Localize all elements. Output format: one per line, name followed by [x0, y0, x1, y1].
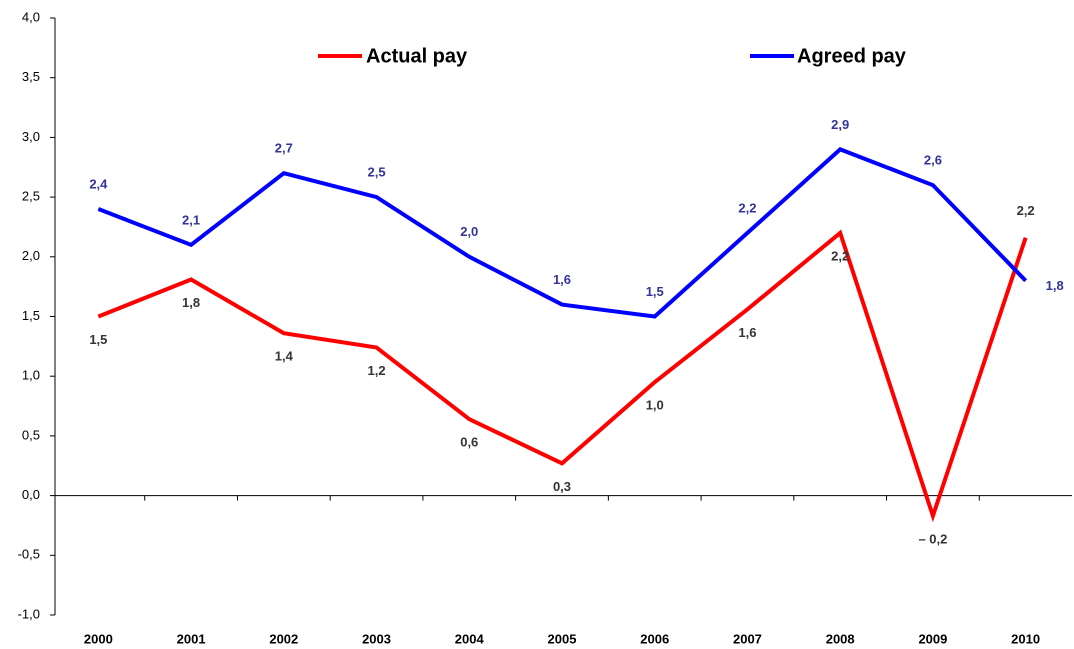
x-tick-label: 2000	[84, 631, 113, 646]
y-tick-label: 2,0	[22, 248, 40, 263]
y-tick-label: 1,5	[22, 308, 40, 323]
x-tick-label: 2007	[733, 631, 762, 646]
x-tick-label: 2004	[455, 631, 485, 646]
data-label: 2,4	[89, 176, 108, 191]
data-label: 1,5	[646, 284, 664, 299]
y-tick-label: 0,5	[22, 427, 40, 442]
y-tick-label: 4,0	[22, 9, 40, 24]
y-tick-label: 0,0	[22, 487, 40, 502]
legend-label: Agreed pay	[797, 45, 907, 67]
y-tick-label: -1,0	[18, 606, 40, 621]
data-label: 0,3	[553, 479, 571, 494]
data-label: – 0,2	[918, 531, 947, 546]
data-label: 2,2	[831, 248, 849, 263]
data-label: 2,2	[1017, 203, 1035, 218]
data-label: 0,6	[460, 435, 478, 450]
series-line	[97, 147, 1028, 319]
data-label: 2,2	[738, 200, 756, 215]
data-label: 1,8	[182, 295, 200, 310]
y-tick-label: -0,5	[18, 547, 40, 562]
data-label: 1,5	[89, 332, 107, 347]
data-label: 2,7	[275, 141, 293, 156]
x-tick-label: 2006	[640, 631, 669, 646]
x-tick-label: 2005	[548, 631, 577, 646]
data-label: 1,8	[1046, 278, 1064, 293]
y-tick-label: 1,0	[22, 368, 40, 383]
y-tick-label: 2,5	[22, 189, 40, 204]
y-tick-label: 3,0	[22, 129, 40, 144]
data-label: 2,0	[460, 224, 478, 239]
data-label: 2,6	[924, 153, 942, 168]
x-tick-label: 2010	[1011, 631, 1040, 646]
x-tick-label: 2003	[362, 631, 391, 646]
data-label: 1,2	[368, 363, 386, 378]
x-tick-label: 2008	[826, 631, 855, 646]
series-line	[97, 229, 1028, 523]
data-label: 1,6	[738, 325, 756, 340]
x-tick-label: 2001	[177, 631, 206, 646]
legend-label: Actual pay	[366, 45, 468, 67]
data-label: 2,5	[368, 165, 386, 180]
x-tick-label: 2002	[269, 631, 298, 646]
data-label: 1,4	[275, 349, 294, 364]
data-label: 1,0	[646, 398, 664, 413]
y-tick-label: 3,5	[22, 69, 40, 84]
data-label: 1,6	[553, 272, 571, 287]
x-tick-label: 2009	[918, 631, 947, 646]
data-label: 2,1	[182, 212, 200, 227]
data-label: 2,9	[831, 117, 849, 132]
